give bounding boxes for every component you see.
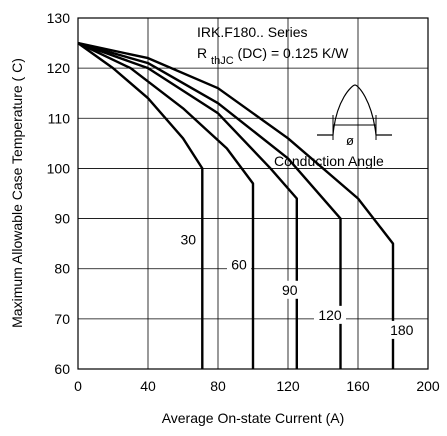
inset-waveform	[317, 84, 392, 136]
series-label-90: 90	[282, 282, 298, 298]
y-tick-labels: 60 70 80 90 100 110 120 130	[47, 10, 71, 377]
series-line-120	[77, 41, 342, 369]
y-tick-label: 70	[54, 311, 70, 327]
x-tick-label: 160	[346, 378, 370, 394]
series-line-30	[77, 42, 204, 369]
series-line-60	[77, 42, 255, 369]
inset-phi-symbol: ø	[346, 133, 354, 148]
y-tick-label: 120	[47, 60, 71, 76]
series-label-bg	[314, 305, 346, 324]
y-axis-label: Maximum Allowable Case Temperature ( C)	[9, 58, 25, 328]
x-axis-label: Average On-state Current (A)	[162, 410, 345, 426]
x-tick-label: 200	[416, 378, 440, 394]
inset-label: Conduction Angle	[274, 153, 384, 169]
series-label-bg	[277, 280, 302, 299]
y-tick-label: 100	[47, 160, 71, 176]
y-tick-label: 60	[54, 361, 70, 377]
series-label-bg	[176, 230, 201, 249]
y-tick-label: 90	[54, 211, 70, 227]
series-label-180: 180	[390, 322, 414, 338]
series-label-bg	[227, 255, 251, 274]
series-label-120: 120	[318, 307, 342, 323]
chart-title: IRK.F180.. Series	[197, 24, 308, 40]
conduction-angle-inset: ø Conduction Angle	[274, 84, 392, 169]
series-lines	[77, 41, 395, 369]
y-tick-label: 110	[48, 110, 71, 126]
series-labels: 30 60 90 120 180	[176, 230, 418, 339]
subtitle-rest: (DC) = 0.125 K/W	[238, 45, 350, 61]
series-line-180	[77, 41, 395, 369]
x-tick-label: 120	[276, 378, 300, 394]
series-label-bg	[385, 320, 418, 339]
series-label-30: 30	[180, 232, 196, 248]
series-label-60: 60	[231, 257, 247, 273]
subtitle-sub: thJC	[211, 55, 234, 67]
y-tick-label: 80	[54, 261, 70, 277]
x-tick-label: 80	[210, 378, 226, 394]
x-tick-label: 40	[140, 378, 156, 394]
y-tick-label: 130	[47, 10, 71, 26]
series-line-90	[77, 41, 298, 369]
chart-subtitle: R thJC (DC) = 0.125 K/W	[197, 45, 349, 67]
x-tick-labels: 0 40 80 120 160 200	[74, 378, 440, 394]
x-tick-label: 0	[74, 378, 82, 394]
subtitle-r: R	[197, 45, 207, 61]
